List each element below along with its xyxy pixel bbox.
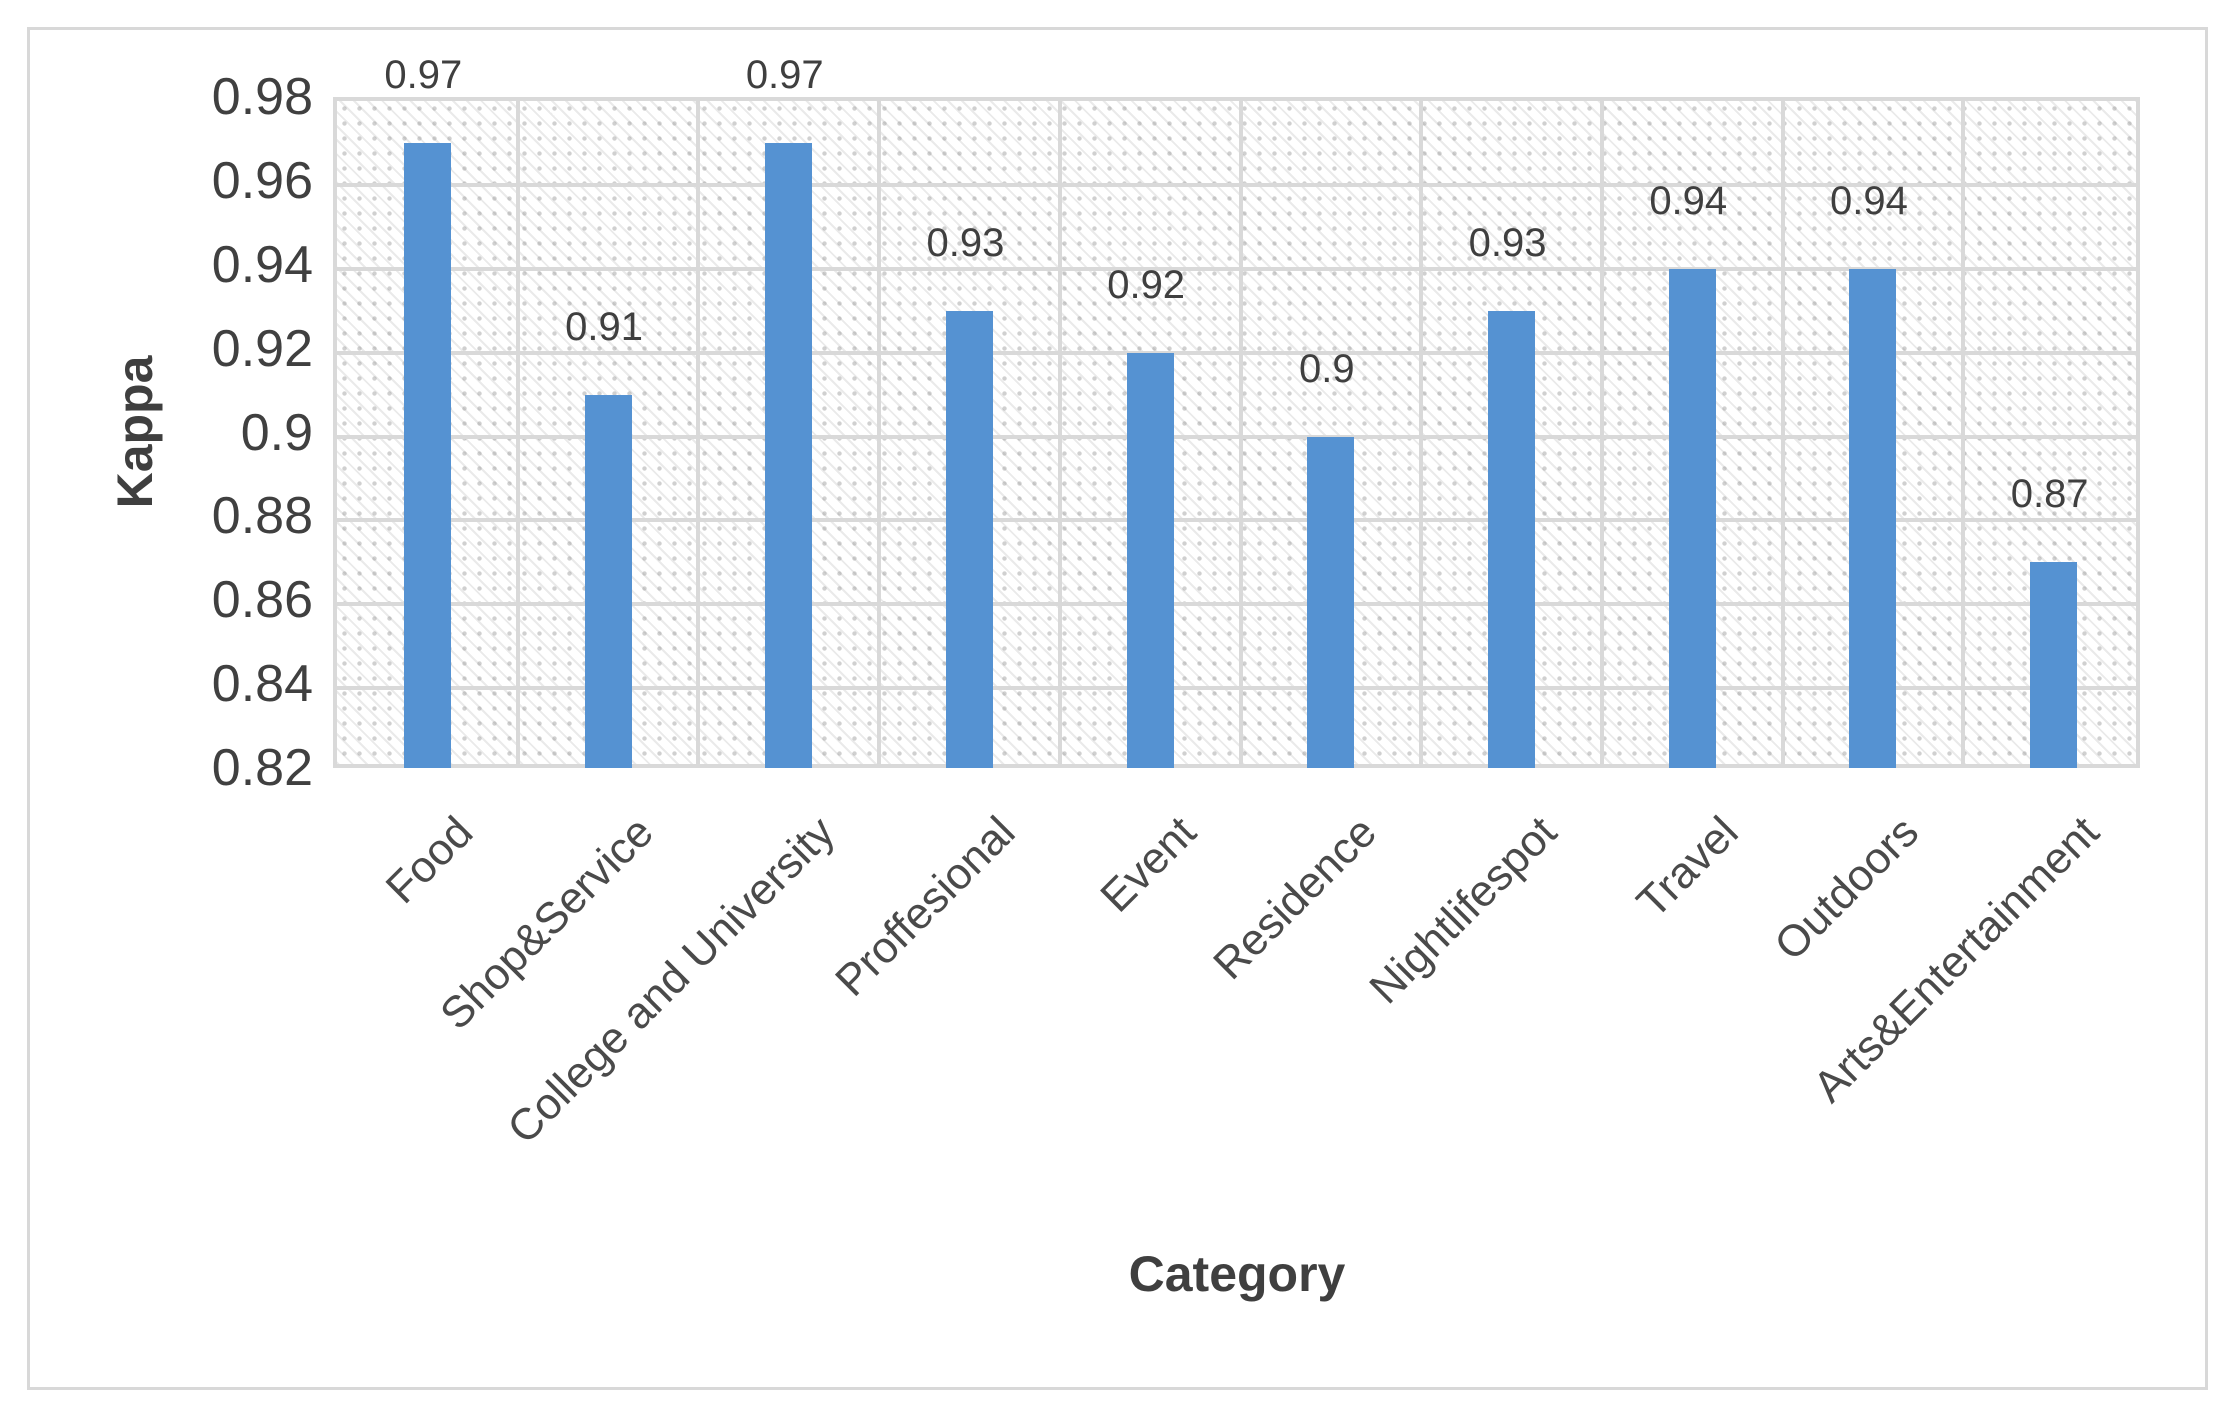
- bar-value-label: 0.93: [926, 220, 1005, 265]
- bar-value-label: 0.93: [1468, 220, 1547, 265]
- bar-college-and-university: [765, 142, 813, 768]
- x-axis-title: Category: [1128, 1246, 1346, 1302]
- bar-proffesional: [945, 310, 993, 768]
- y-tick-label: 0.88: [211, 487, 313, 546]
- bar-shop-service: [584, 394, 632, 768]
- vertical-gridline: [877, 101, 882, 764]
- bar-nightlifespot: [1488, 310, 1536, 768]
- bar-value-label: 0.94: [1649, 178, 1728, 223]
- horizontal-gridline: [337, 350, 2136, 355]
- y-tick-label: 0.86: [211, 571, 313, 630]
- bar-value-label: 0.87: [2010, 472, 2089, 517]
- vertical-gridline: [1780, 101, 1785, 764]
- plot-area: [333, 97, 2140, 768]
- bar-value-label: 0.97: [384, 52, 463, 97]
- horizontal-gridline: [337, 182, 2136, 187]
- y-axis-title: Kappa: [107, 355, 163, 509]
- horizontal-gridline: [337, 434, 2136, 439]
- bar-event: [1126, 352, 1174, 768]
- bar-residence: [1307, 436, 1355, 768]
- y-tick-label: 0.96: [211, 151, 313, 210]
- vertical-gridline: [1238, 101, 1243, 764]
- vertical-gridline: [1419, 101, 1424, 764]
- horizontal-gridline: [337, 686, 2136, 691]
- vertical-gridline: [515, 101, 520, 764]
- y-tick-label: 0.84: [211, 655, 313, 714]
- bar-value-label: 0.97: [745, 52, 824, 97]
- bar-value-label: 0.94: [1830, 178, 1908, 223]
- y-tick-label: 0.82: [211, 739, 313, 797]
- vertical-gridline: [1057, 101, 1062, 764]
- vertical-gridline: [1961, 101, 1966, 764]
- bar-travel: [1668, 268, 1716, 768]
- bar-value-label: 0.9: [1299, 346, 1355, 391]
- horizontal-gridline: [337, 266, 2136, 271]
- y-tick-label: 0.92: [211, 319, 313, 378]
- bar-outdoors: [1849, 268, 1897, 768]
- vertical-gridline: [1599, 101, 1604, 764]
- bar-value-label: 0.92: [1107, 262, 1186, 307]
- horizontal-gridline: [337, 602, 2136, 607]
- bar-arts-entertainment: [2030, 562, 2078, 768]
- y-tick-label: 0.98: [211, 68, 313, 126]
- bar-food: [403, 142, 451, 768]
- vertical-gridline: [696, 101, 701, 764]
- bar-value-label: 0.91: [565, 304, 643, 349]
- horizontal-gridline: [337, 518, 2136, 523]
- y-tick-label: 0.9: [240, 403, 313, 462]
- y-tick-label: 0.94: [211, 235, 313, 294]
